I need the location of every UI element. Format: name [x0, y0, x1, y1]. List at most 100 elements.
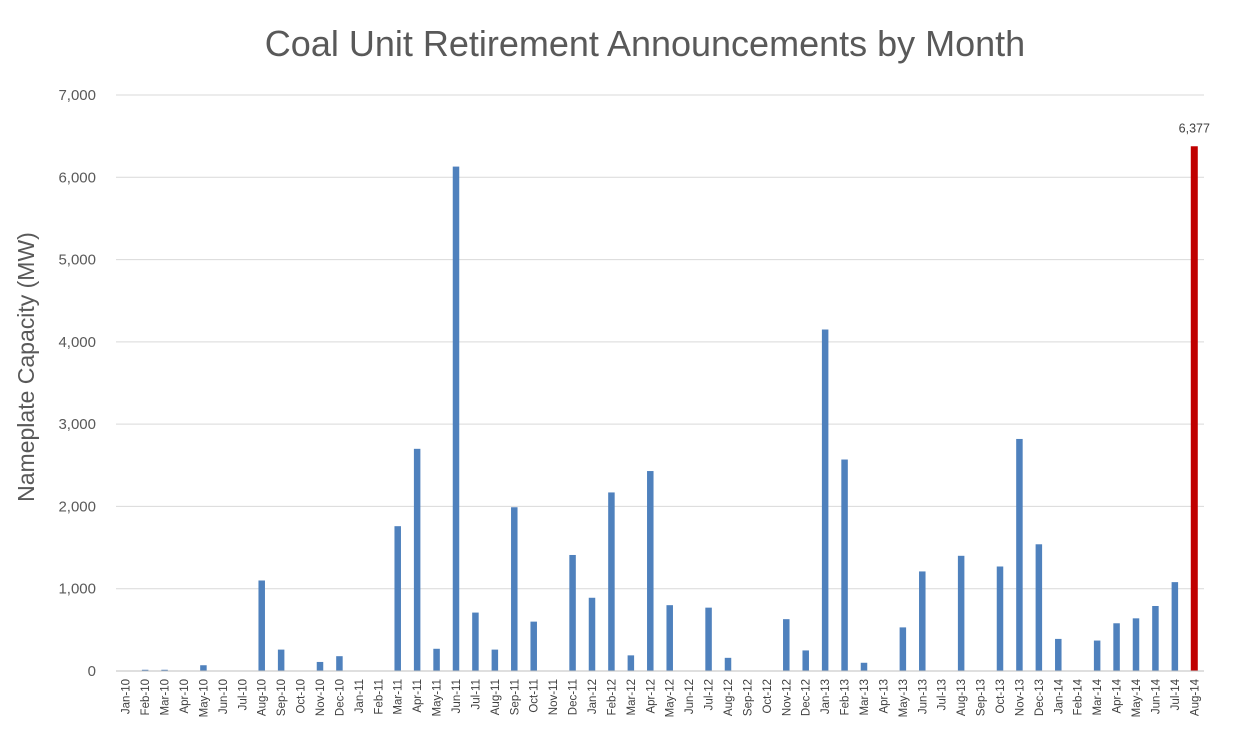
bar [608, 492, 615, 671]
data-labels: 6,377 [1179, 121, 1210, 135]
bar [821, 329, 829, 671]
y-tick-label: 7,000 [58, 87, 96, 104]
bar [569, 554, 576, 671]
x-tick-label: Aug-10 [257, 679, 269, 716]
bar [530, 621, 537, 671]
x-tick-label: Dec-13 [1034, 679, 1046, 716]
x-tick-label: Oct-12 [762, 679, 774, 714]
bar [1016, 438, 1023, 671]
x-tick-label: Jan-12 [587, 679, 599, 714]
y-tick-label: 6,000 [58, 169, 96, 186]
bar [802, 650, 809, 671]
x-tick-label: Jul-14 [1170, 678, 1182, 710]
y-tick-label: 5,000 [58, 252, 96, 269]
bar [666, 605, 673, 671]
y-tick-label: 1,000 [58, 581, 96, 598]
chart-title: Coal Unit Retirement Announcements by Mo… [265, 23, 1025, 64]
x-tick-label: Jan-13 [820, 679, 832, 714]
x-tick-label: Jun-11 [451, 679, 463, 713]
bar [996, 566, 1004, 671]
x-tick-label: Jun-13 [917, 679, 929, 714]
bar [472, 612, 479, 671]
x-tick-label: Jun-10 [218, 679, 230, 714]
x-tick-label: Dec-10 [334, 679, 346, 716]
x-tick-label: Oct-11 [529, 679, 541, 713]
x-tick-label: Feb-11 [373, 679, 385, 715]
x-tick-label: Mar-10 [160, 679, 172, 715]
bar [841, 459, 848, 671]
bar [1055, 638, 1062, 671]
x-tick-label: Aug-13 [956, 679, 968, 716]
x-tick-label: Jul-11 [470, 679, 482, 709]
bar [899, 627, 907, 671]
bar [491, 649, 499, 671]
x-tick-label: Mar-13 [859, 679, 871, 715]
x-tick-label: May-14 [1131, 678, 1143, 717]
x-tick-label: Apr-12 [645, 679, 657, 714]
bar [627, 655, 635, 671]
x-tick-label: Aug-14 [1189, 678, 1201, 716]
y-axis-label: Nameplate Capacity (MW) [13, 232, 39, 502]
y-tick-label: 0 [88, 663, 96, 680]
x-tick-label: Aug-11 [490, 679, 502, 715]
bar [277, 649, 285, 671]
x-tick-label: Dec-12 [801, 679, 813, 716]
x-tick-label: May-11 [432, 679, 444, 717]
x-tick-label: Jun-12 [684, 679, 696, 714]
x-tick-label: Mar-14 [1092, 678, 1104, 715]
bar [161, 669, 168, 671]
bar [1152, 605, 1159, 671]
bar [336, 656, 343, 671]
bar [705, 607, 712, 671]
x-tick-label: Sep-12 [742, 679, 754, 716]
bar [413, 448, 421, 671]
y-axis-ticks: 0 1,000 2,000 3,000 4,000 5,000 6,000 7,000 [58, 87, 96, 680]
x-tick-label: Oct-10 [296, 679, 308, 714]
bar [1171, 582, 1179, 671]
x-tick-label: Sep-11 [509, 679, 521, 715]
x-tick-label: Apr-10 [179, 679, 191, 714]
x-tick-label: Jan-10 [121, 679, 133, 714]
bar [316, 661, 324, 671]
x-tick-label: Feb-13 [840, 679, 852, 715]
bar [200, 665, 207, 671]
x-tick-label: Jan-11 [354, 679, 366, 713]
y-tick-label: 4,000 [58, 334, 96, 351]
bar [783, 619, 790, 671]
bar [860, 662, 868, 671]
x-tick-label: Feb-12 [606, 679, 618, 715]
data-label: 6,377 [1179, 121, 1210, 135]
x-tick-label: Apr-13 [878, 679, 890, 714]
bar [433, 648, 440, 671]
bars [141, 146, 1198, 672]
bar [588, 597, 596, 671]
bar [1093, 640, 1101, 671]
x-tick-label: Aug-12 [723, 679, 735, 716]
bar [452, 166, 460, 672]
x-axis-ticks: Jan-10 Feb-10 Mar-10 Apr-10 May-10 Jun-10 Jul-… [121, 678, 1202, 717]
x-tick-label: Sep-13 [976, 679, 988, 716]
x-tick-label: Apr-14 [1112, 678, 1124, 713]
bar [511, 507, 518, 671]
x-tick-label: Mar-11 [393, 679, 405, 715]
x-tick-label: Nov-10 [315, 679, 327, 716]
bar [141, 669, 149, 671]
x-tick-label: Jun-14 [1150, 678, 1162, 714]
bar [1035, 544, 1043, 671]
x-tick-label: Nov-12 [781, 679, 793, 716]
bar [957, 555, 965, 671]
bar [919, 571, 926, 671]
grid-lines [116, 94, 1204, 590]
bar [258, 580, 265, 671]
x-tick-label: May-10 [198, 679, 210, 717]
x-tick-label: Mar-12 [626, 679, 638, 715]
x-tick-label: Jan-14 [1053, 678, 1065, 714]
x-tick-label: Feb-10 [140, 679, 152, 715]
x-tick-label: Apr-11 [412, 679, 424, 713]
x-tick-label: May-12 [665, 679, 677, 717]
bar [1190, 146, 1198, 671]
x-tick-label: Dec-11 [568, 679, 580, 715]
x-tick-label: Sep-10 [276, 679, 288, 716]
x-tick-label: Nov-13 [1014, 679, 1026, 716]
